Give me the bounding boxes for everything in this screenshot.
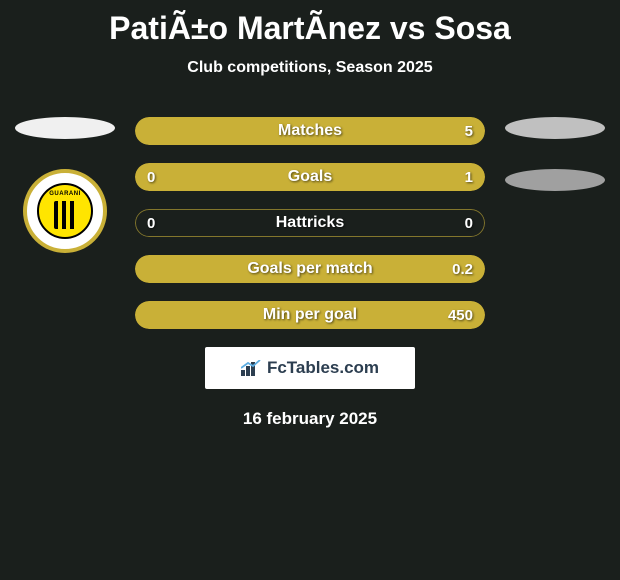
subtitle: Club competitions, Season 2025 — [0, 59, 620, 77]
stat-row: 0Goals1 — [135, 163, 485, 191]
player-left-badge — [15, 117, 115, 139]
stat-row: Min per goal450 — [135, 301, 485, 329]
watermark-text: FcTables.com — [267, 358, 379, 378]
right-player-badges — [505, 117, 605, 221]
site-watermark: FcTables.com — [205, 347, 415, 389]
stat-value-right: 5 — [465, 123, 473, 140]
stat-label: Hattricks — [135, 214, 485, 232]
club-badge-label: GUARANI — [49, 191, 81, 197]
stat-label: Min per goal — [135, 306, 485, 324]
player-right-badge-1 — [505, 117, 605, 139]
stat-label: Matches — [135, 122, 485, 140]
club-badge-stripes-icon — [54, 201, 76, 229]
stat-value-right: 1 — [465, 169, 473, 186]
club-badge-guarani: GUARANI — [23, 169, 107, 253]
comparison-chart: GUARANI Matches50Goals10Hattricks0Goals … — [0, 117, 620, 329]
player-right-badge-2 — [505, 169, 605, 191]
stat-label: Goals per match — [135, 260, 485, 278]
stat-value-right: 0 — [465, 215, 473, 232]
stat-row: 0Hattricks0 — [135, 209, 485, 237]
stat-label: Goals — [135, 168, 485, 186]
stat-value-right: 450 — [448, 307, 473, 324]
stat-row: Goals per match0.2 — [135, 255, 485, 283]
page-title: PatiÃ±o MartÃnez vs Sosa — [0, 0, 620, 47]
chart-bar-icon — [241, 360, 261, 376]
left-player-badges: GUARANI — [15, 117, 115, 263]
stat-row: Matches5 — [135, 117, 485, 145]
date-label: 16 february 2025 — [0, 409, 620, 429]
stats-bars: Matches50Goals10Hattricks0Goals per matc… — [135, 117, 485, 329]
stat-value-right: 0.2 — [452, 261, 473, 278]
